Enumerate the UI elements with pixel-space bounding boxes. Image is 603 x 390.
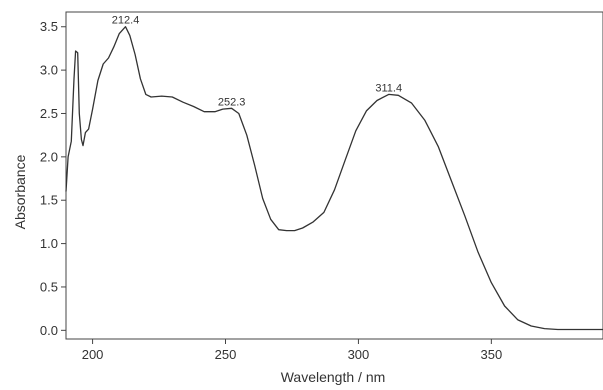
x-tick-label-300: 300 — [348, 347, 370, 362]
spectrum-line-0 — [65, 26, 603, 331]
y-tick-label-0.5: 0.5 — [40, 279, 58, 294]
y-tick-label-3.5: 3.5 — [40, 19, 58, 34]
peak-label-212.4: 212.4 — [112, 15, 140, 27]
y-tick-label-3: 3.0 — [40, 63, 58, 78]
plot-area: 200 250 300 350 0.0 0.5 1.0 1.5 2.0 2.5 3.0 3.5 212.… — [40, 11, 603, 362]
y-tick-label-2.5: 2.5 — [40, 106, 58, 121]
y-axis-title: Absorbance — [12, 154, 28, 229]
peak-label-252.3: 252.3 — [218, 96, 246, 108]
peak-label-311.4: 311.4 — [375, 82, 402, 94]
x-tick-label-250: 250 — [215, 347, 237, 362]
x-axis-title: Wavelength / nm — [281, 369, 386, 385]
plot-frame — [65, 11, 603, 340]
x-tick-label-200: 200 — [82, 347, 104, 362]
x-tick-label-350: 350 — [480, 347, 502, 362]
y-tick-label-1: 1.0 — [40, 236, 58, 251]
y-tick-label-1.5: 1.5 — [40, 193, 58, 208]
y-tick-label-0: 0.0 — [40, 323, 58, 338]
y-tick-label-2: 2.0 — [40, 149, 58, 164]
